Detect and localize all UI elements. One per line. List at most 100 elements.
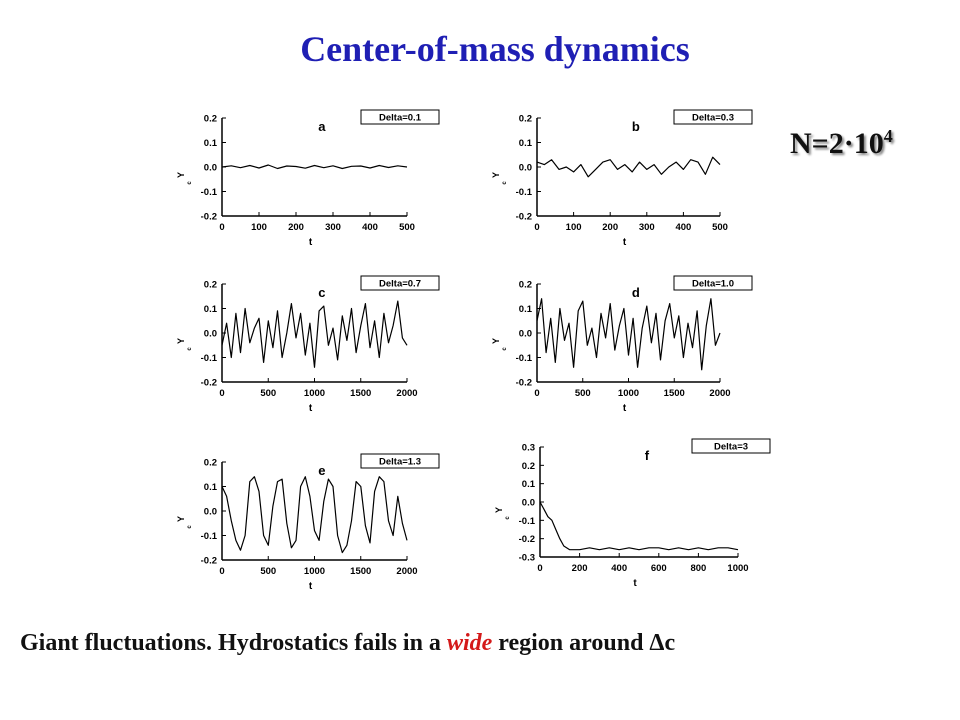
chart-panel-f: 0.3 0.2 0.1 0.0 -0.1 -0.2 -0.30 200 400 600 800 100… bbox=[494, 438, 771, 589]
x-tick-label: 800 bbox=[690, 563, 706, 574]
y-tick-label: -0.1 bbox=[201, 353, 218, 364]
x-tick-label: 400 bbox=[675, 222, 691, 233]
x-tick-label: 500 bbox=[260, 566, 276, 577]
legend-box bbox=[673, 275, 753, 291]
series-line bbox=[221, 164, 408, 170]
y-tick-label: 0.0 bbox=[204, 507, 217, 518]
x-tick-label: 1500 bbox=[350, 566, 371, 577]
y-tick-label: 0.0 bbox=[519, 329, 532, 340]
x-tick-label: 400 bbox=[611, 563, 627, 574]
y-tick-label: 0.0 bbox=[522, 498, 535, 509]
panel-letter: e bbox=[318, 463, 325, 478]
x-tick-label: 1000 bbox=[304, 566, 325, 577]
y-tick-label: 0.2 bbox=[519, 280, 532, 291]
legend-label: Delta=0.3 bbox=[692, 113, 734, 124]
y-tick-label: -0.2 bbox=[201, 378, 217, 389]
y-tick-label: 0.1 bbox=[522, 479, 536, 490]
x-tick-label: 200 bbox=[288, 222, 304, 233]
x-tick-label: 300 bbox=[325, 222, 341, 233]
x-axis-label: t bbox=[309, 403, 313, 414]
legend-label: Delta=0.7 bbox=[379, 279, 421, 290]
x-tick-label: 500 bbox=[399, 222, 415, 233]
x-tick-label: 1000 bbox=[618, 388, 639, 399]
y-tick-label: 0.0 bbox=[204, 163, 217, 174]
chart-grid: 0.20.10.0-0.1-0.20 100 200 300 400 500tYcaDel… bbox=[176, 109, 771, 592]
y-tick-label: -0.1 bbox=[516, 353, 533, 364]
chart-panel-c: 0.2 0.1 0.0 -0.1 -0.20 500 1000 1500 2000 t Yc c Del… bbox=[176, 275, 440, 414]
x-tick-label: 500 bbox=[575, 388, 591, 399]
n-label-base: N=2·10 bbox=[790, 127, 884, 160]
panel-letter: d bbox=[632, 285, 640, 300]
legend-label: Delta=1.0 bbox=[692, 279, 734, 290]
panel-letter: a bbox=[318, 119, 326, 134]
x-tick-label: 500 bbox=[260, 388, 276, 399]
page-title: Center-of-mass dynamics bbox=[300, 29, 690, 69]
caption: Giant fluctuations. Hydrostatics fails i… bbox=[20, 630, 675, 657]
y-axis-label-subscript: c bbox=[505, 516, 511, 520]
panel-letter: c bbox=[318, 285, 325, 300]
x-tick-label: 2000 bbox=[709, 388, 730, 399]
caption-text: Giant fluctuations. Hydrostatics fails i… bbox=[20, 630, 447, 656]
x-tick-label: 100 bbox=[566, 222, 582, 233]
y-tick-label: 0.0 bbox=[204, 329, 217, 340]
y-tick-label: 0.2 bbox=[519, 114, 532, 125]
panel-letter: f bbox=[645, 448, 650, 463]
y-tick-label: -0.2 bbox=[516, 212, 532, 223]
x-axis-label: t bbox=[623, 237, 627, 248]
y-axis-label-subscript: c bbox=[502, 347, 508, 351]
series-line bbox=[536, 298, 721, 371]
x-tick-label: 0 bbox=[219, 388, 224, 399]
x-axis-label: t bbox=[309, 237, 313, 248]
n-label: N=2·104 bbox=[790, 126, 893, 161]
y-tick-label: 0.2 bbox=[204, 458, 217, 469]
legend-label: Delta=1.3 bbox=[379, 457, 421, 468]
y-axis-label: Y bbox=[176, 338, 186, 344]
x-tick-label: 300 bbox=[639, 222, 655, 233]
legend-box bbox=[691, 438, 771, 454]
legend-box bbox=[360, 109, 440, 125]
x-tick-label: 0 bbox=[219, 222, 224, 233]
y-axis-label: Y bbox=[494, 507, 504, 513]
x-axis-label: t bbox=[623, 403, 627, 414]
y-axis-label: Y bbox=[491, 172, 501, 178]
y-tick-label: -0.2 bbox=[519, 534, 535, 545]
y-tick-label: 0.1 bbox=[519, 304, 533, 315]
y-tick-label: 0.2 bbox=[522, 461, 535, 472]
y-tick-label: -0.1 bbox=[516, 187, 533, 198]
y-tick-label: -0.1 bbox=[201, 531, 218, 542]
y-tick-label: 0.2 bbox=[204, 280, 217, 291]
y-tick-label: -0.1 bbox=[519, 516, 536, 527]
y-tick-label: 0.3 bbox=[522, 443, 535, 454]
legend-box bbox=[360, 275, 440, 291]
y-axis-label-subscript: c bbox=[187, 181, 193, 185]
series-line bbox=[221, 476, 408, 554]
legend-box bbox=[360, 453, 440, 469]
y-tick-label: -0.1 bbox=[201, 187, 218, 198]
x-tick-label: 1500 bbox=[350, 388, 371, 399]
chart-panel-a: 0.2 0.1 0.0 -0.1 -0.20 100 200 300 400 500 t Yc a Del… bbox=[176, 109, 440, 248]
y-tick-label: -0.2 bbox=[201, 556, 217, 567]
y-tick-label: 0.1 bbox=[204, 482, 218, 493]
caption-text-2: region around bbox=[492, 630, 650, 656]
legend-label: Delta=3 bbox=[714, 442, 748, 453]
chart-panel-b: 0.2 0.1 0.0 -0.1 -0.20 100 200 300 400 500 t Yc b Del… bbox=[491, 109, 753, 248]
n-label-exponent: 4 bbox=[883, 126, 893, 146]
x-tick-label: 1500 bbox=[664, 388, 685, 399]
x-tick-label: 1000 bbox=[304, 388, 325, 399]
series-line bbox=[536, 156, 721, 178]
x-tick-label: 400 bbox=[362, 222, 378, 233]
legend-box bbox=[673, 109, 753, 125]
y-tick-label: 0.1 bbox=[204, 304, 218, 315]
x-axis-label: t bbox=[309, 581, 313, 592]
panel-letter: b bbox=[632, 119, 640, 134]
x-tick-label: 100 bbox=[251, 222, 267, 233]
x-tick-label: 200 bbox=[602, 222, 618, 233]
y-tick-label: -0.2 bbox=[516, 378, 532, 389]
y-axis-label: Y bbox=[491, 338, 501, 344]
x-tick-label: 0 bbox=[534, 222, 539, 233]
y-axis-label: Y bbox=[176, 172, 186, 178]
x-tick-label: 2000 bbox=[396, 566, 417, 577]
y-axis-label: Y bbox=[176, 516, 186, 522]
chart-panel-e: 0.2 0.1 0.0 -0.1 -0.20 500 1000 1500 2000 t Yc e Del… bbox=[176, 453, 440, 592]
x-tick-label: 2000 bbox=[396, 388, 417, 399]
